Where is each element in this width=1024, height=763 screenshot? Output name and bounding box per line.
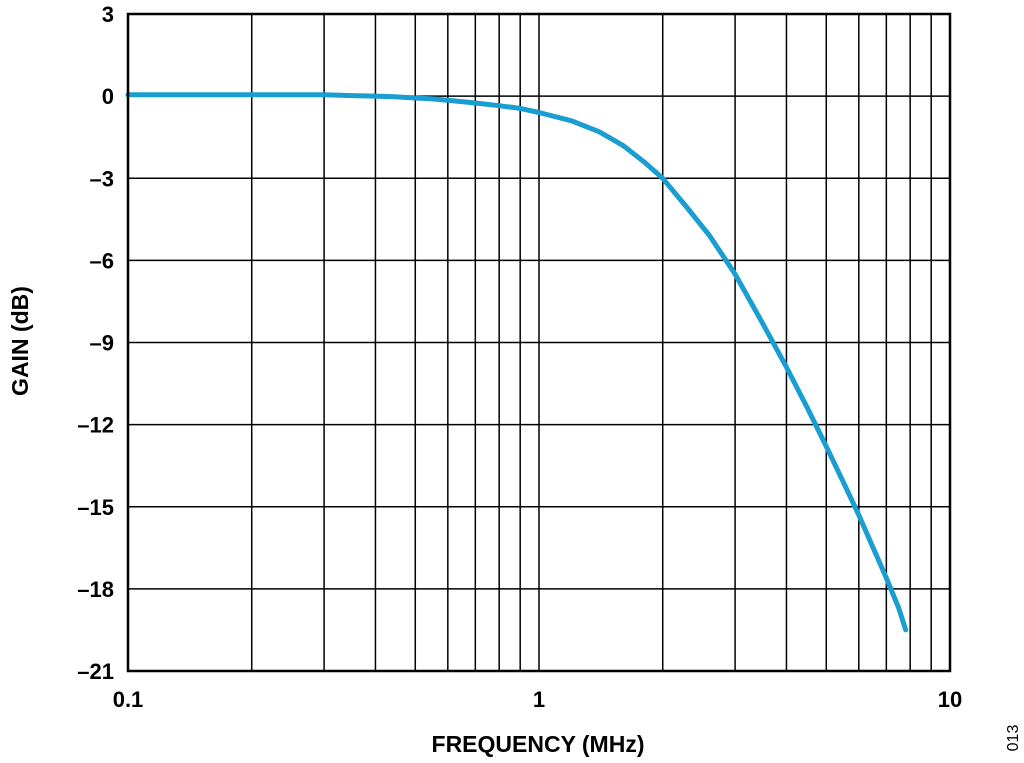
x-tick-label: 1	[533, 687, 545, 712]
y-tick-label: –6	[90, 248, 114, 273]
figure-code: 013	[1005, 725, 1022, 752]
gain-series-line	[125, 92, 909, 633]
x-tick-labels: 0.1 1 10	[113, 687, 963, 712]
y-tick-labels: 3 0 –3 –6 –9 –12 –15 –18 –21	[77, 2, 114, 684]
x-axis-label: FREQUENCY (MHz)	[432, 731, 645, 757]
y-tick-label: –21	[77, 659, 114, 684]
x-tick-label: 10	[938, 687, 962, 712]
y-tick-label: 0	[102, 84, 114, 109]
y-tick-label: –15	[77, 495, 114, 520]
y-tick-label: 3	[102, 2, 114, 27]
y-tick-label: –3	[90, 166, 114, 191]
series-layer	[125, 92, 909, 633]
y-tick-label: –18	[77, 577, 114, 602]
y-tick-label: –9	[90, 331, 114, 356]
y-axis-label: GAIN (dB)	[7, 286, 33, 396]
x-tick-label: 0.1	[113, 687, 144, 712]
plot-frame	[126, 12, 952, 673]
y-tick-label: –12	[77, 413, 114, 438]
